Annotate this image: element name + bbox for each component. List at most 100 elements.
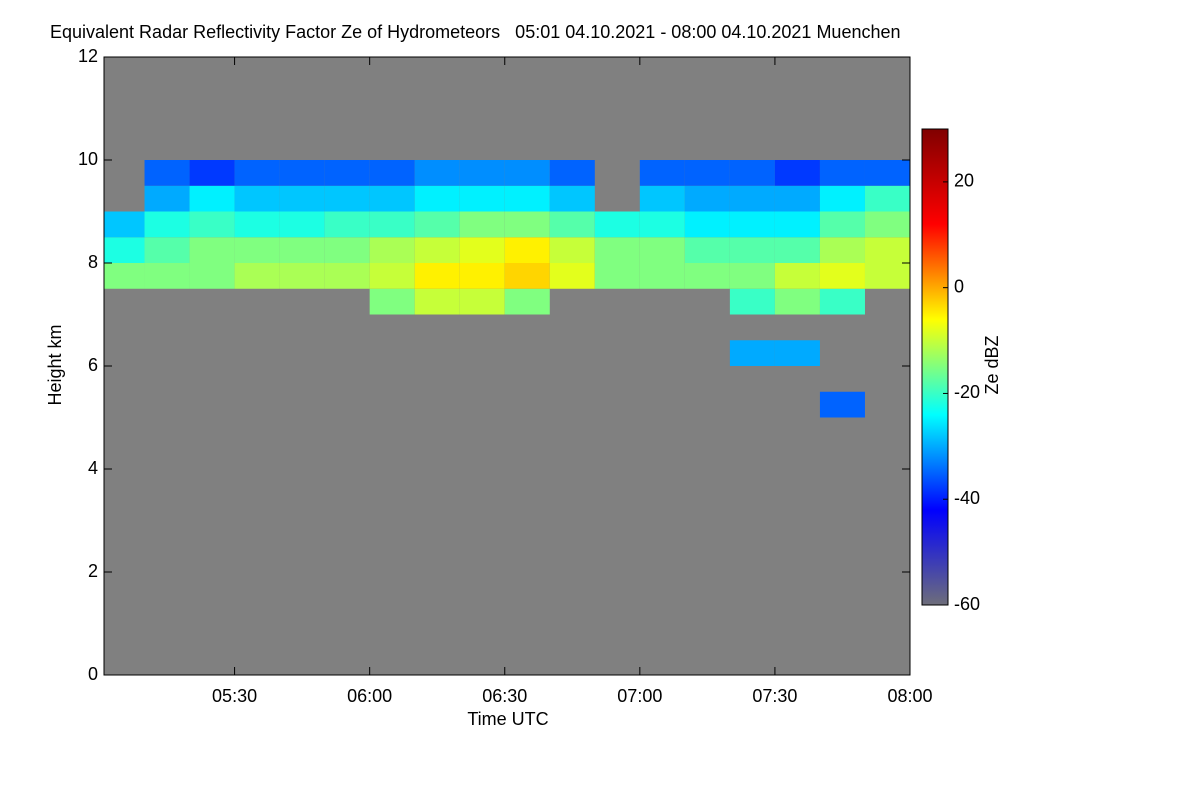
heatmap-cell — [279, 185, 325, 212]
colorbar-tick-label: -20 — [954, 382, 980, 402]
heatmap-cell — [234, 185, 280, 212]
heatmap-cell — [774, 237, 820, 263]
heatmap-cell — [729, 185, 775, 212]
heatmap-cell — [774, 211, 820, 238]
heatmap-cell — [414, 237, 460, 263]
colorbar-tick-label: 0 — [954, 276, 964, 296]
heatmap-cell — [819, 237, 865, 263]
heatmap-cell — [684, 263, 730, 289]
heatmap-cell — [369, 160, 415, 186]
heatmap-cell — [504, 263, 550, 289]
heatmap-cell — [369, 288, 415, 315]
heatmap-cell — [774, 288, 820, 315]
heatmap-cell — [729, 288, 775, 315]
heatmap-cell — [459, 185, 505, 212]
heatmap-cell — [729, 160, 775, 186]
x-axis-label: Time UTC — [467, 709, 548, 729]
heatmap-cell — [864, 160, 910, 186]
heatmap-cell — [594, 237, 640, 263]
heatmap-cell — [279, 211, 325, 238]
heatmap-cell — [819, 211, 865, 238]
heatmap-cell — [504, 288, 550, 315]
heatmap-cell — [144, 237, 190, 263]
heatmap-cell — [819, 391, 865, 418]
colorbar-label: Ze dBZ — [982, 335, 1002, 394]
heatmap-cell — [684, 237, 730, 263]
x-tick-label: 08:00 — [887, 686, 932, 706]
heatmap-cell — [459, 211, 505, 238]
heatmap-cell — [864, 263, 910, 289]
heatmap-cell — [234, 263, 280, 289]
heatmap-cell — [324, 160, 370, 186]
y-tick-label: 10 — [78, 149, 98, 169]
heatmap-cell — [414, 211, 460, 238]
heatmap-cell — [189, 263, 235, 289]
heatmap-cell — [864, 211, 910, 238]
x-tick-label: 06:00 — [347, 686, 392, 706]
heatmap-cell — [369, 211, 415, 238]
heatmap-cell — [144, 211, 190, 238]
heatmap-cell — [504, 185, 550, 212]
heatmap-cell — [144, 185, 190, 212]
y-axis-label: Height km — [45, 324, 65, 405]
heatmap-cell — [189, 237, 235, 263]
x-tick-label: 07:00 — [617, 686, 662, 706]
heatmap-cell — [684, 211, 730, 238]
y-tick-label: 0 — [88, 664, 98, 684]
heatmap-cell — [639, 237, 685, 263]
heatmap-cell — [369, 237, 415, 263]
x-tick-label: 06:30 — [482, 686, 527, 706]
heatmap-cell — [414, 263, 460, 289]
heatmap-cell — [639, 160, 685, 186]
heatmap-cell — [549, 211, 595, 238]
heatmap-cell — [774, 185, 820, 212]
heatmap-cell — [819, 160, 865, 186]
heatmap-cell — [189, 211, 235, 238]
heatmap-cell — [189, 160, 235, 186]
heatmap-cell — [504, 211, 550, 238]
heatmap-cell — [864, 237, 910, 263]
heatmap-cell — [459, 160, 505, 186]
colorbar-tick-label: -40 — [954, 488, 980, 508]
heatmap-cell — [594, 211, 640, 238]
heatmap-cell — [324, 211, 370, 238]
heatmap-cell — [819, 263, 865, 289]
heatmap-cell — [324, 185, 370, 212]
heatmap-cell — [639, 185, 685, 212]
heatmap-cell — [774, 160, 820, 186]
heatmap-cell — [104, 211, 145, 238]
chart-title: Equivalent Radar Reflectivity Factor Ze … — [50, 22, 901, 42]
heatmap-cell — [594, 263, 640, 289]
colorbar-tick-label: 20 — [954, 171, 974, 191]
heatmap-cell — [104, 237, 145, 263]
heatmap-cell — [369, 185, 415, 212]
y-tick-label: 8 — [88, 252, 98, 272]
heatmap-cell — [774, 263, 820, 289]
heatmap-cell — [684, 160, 730, 186]
y-tick-label: 2 — [88, 561, 98, 581]
heatmap-cell — [369, 263, 415, 289]
heatmap-cell — [639, 263, 685, 289]
heatmap-cell — [549, 160, 595, 186]
y-tick-label: 4 — [88, 458, 98, 478]
heatmap-cell — [549, 263, 595, 289]
heatmap-cell — [729, 211, 775, 238]
y-tick-label: 12 — [78, 46, 98, 66]
y-tick-label: 6 — [88, 355, 98, 375]
heatmap-cell — [234, 211, 280, 238]
heatmap-cell — [234, 237, 280, 263]
heatmap-cell — [144, 263, 190, 289]
heatmap-cell — [639, 211, 685, 238]
colorbar-tick-label: -60 — [954, 594, 980, 614]
heatmap-cell — [414, 185, 460, 212]
heatmap-cell — [504, 237, 550, 263]
heatmap-cell — [144, 160, 190, 186]
heatmap-cell — [104, 263, 145, 289]
heatmap-cell — [459, 237, 505, 263]
x-tick-label: 05:30 — [212, 686, 257, 706]
heatmap-cell — [459, 263, 505, 289]
heatmap-cell — [504, 160, 550, 186]
heatmap-cell — [729, 237, 775, 263]
heatmap-cell — [279, 160, 325, 186]
heatmap-cell — [774, 340, 820, 366]
